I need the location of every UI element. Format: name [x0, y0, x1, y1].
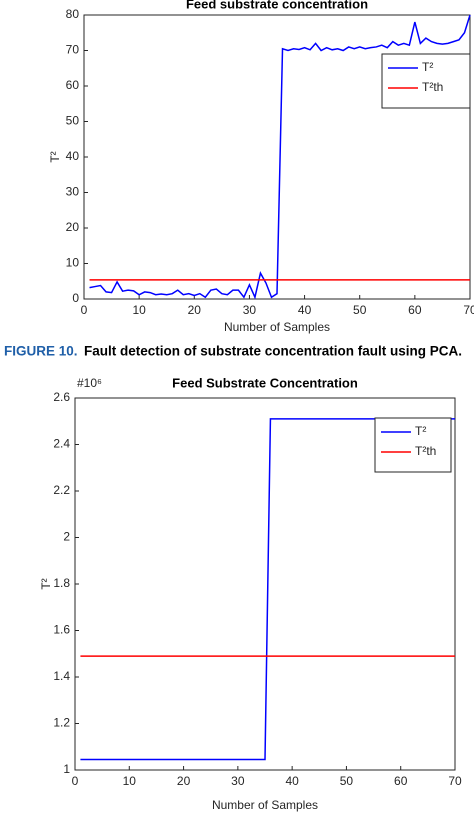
- y-tick-label: 30: [66, 185, 80, 199]
- x-tick-label: 40: [285, 774, 299, 788]
- x-tick-label: 40: [298, 303, 312, 317]
- x-tick-label: 20: [177, 774, 191, 788]
- x-tick-label: 70: [463, 303, 474, 317]
- y-tick-label: 50: [66, 114, 80, 128]
- y-tick-label: 1: [63, 762, 70, 776]
- y-tick-label: 2.2: [53, 483, 70, 497]
- x-tick-label: 10: [123, 774, 137, 788]
- y-tick-label: 1.4: [53, 669, 70, 683]
- x-tick-label: 50: [340, 774, 354, 788]
- y-tick-label: 2: [63, 530, 70, 544]
- y-tick-label: 70: [66, 43, 80, 57]
- x-tick-label: 30: [243, 303, 257, 317]
- legend-label: T²th: [415, 444, 436, 458]
- series-line: [89, 14, 471, 300]
- x-tick-label: 50: [353, 303, 367, 317]
- x-tick-label: 0: [72, 774, 79, 788]
- x-tick-label: 60: [408, 303, 422, 317]
- caption-text: Fault detection of substrate concentrati…: [84, 344, 462, 359]
- y-tick-label: 60: [66, 78, 80, 92]
- y-tick-label: 1.8: [53, 576, 70, 590]
- x-tick-label: 30: [231, 774, 245, 788]
- y-axis-label: T²: [39, 578, 53, 589]
- x-axis-label: Number of Samples: [212, 798, 318, 812]
- y-exponent: #10⁶: [77, 376, 102, 390]
- y-tick-label: 40: [66, 149, 80, 163]
- legend-box: [381, 53, 471, 109]
- legend-label: T²: [415, 424, 426, 438]
- y-tick-label: 80: [66, 7, 80, 21]
- chart-title: Feed substrate concentration: [186, 0, 368, 11]
- y-tick-label: 2.4: [53, 437, 70, 451]
- y-axis-label: T²: [48, 151, 62, 162]
- legend-label: T²: [422, 60, 433, 74]
- caption-label: FIGURE 10.: [4, 344, 78, 359]
- y-tick-label: 0: [72, 291, 79, 305]
- x-tick-label: 20: [188, 303, 202, 317]
- y-tick-label: 20: [66, 220, 80, 234]
- y-tick-label: 10: [66, 256, 80, 270]
- x-tick-label: 10: [132, 303, 146, 317]
- chart-title: Feed Substrate Concentration: [172, 375, 358, 390]
- x-axis-label: Number of Samples: [224, 320, 330, 334]
- y-tick-label: 2.6: [53, 390, 70, 404]
- y-tick-label: 1.2: [53, 716, 70, 730]
- x-tick-label: 60: [394, 774, 408, 788]
- legend-label: T²th: [422, 80, 443, 94]
- x-tick-label: 0: [81, 303, 88, 317]
- y-tick-label: 1.6: [53, 623, 70, 637]
- legend-box: [374, 417, 452, 473]
- x-tick-label: 70: [448, 774, 462, 788]
